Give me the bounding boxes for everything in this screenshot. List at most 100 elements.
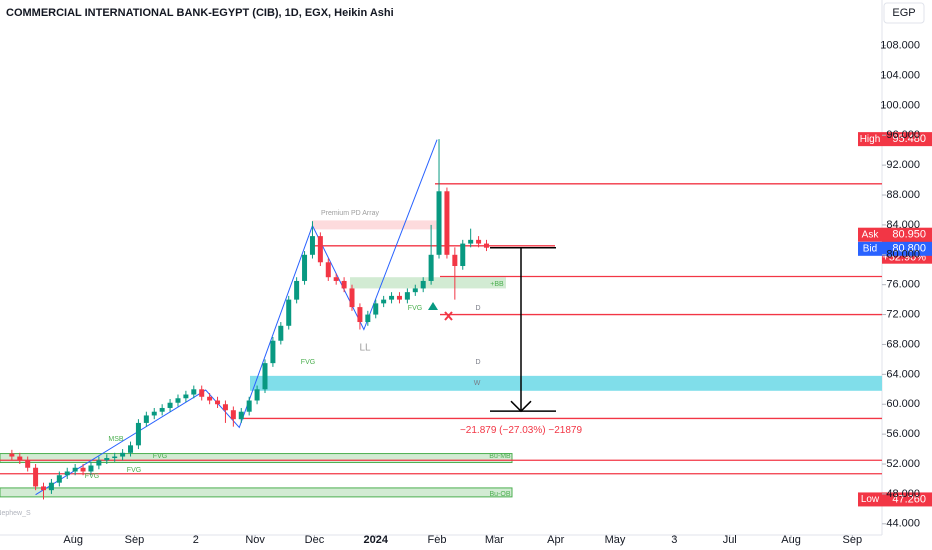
x-tick-label: Jul bbox=[723, 534, 737, 546]
candle-body bbox=[112, 456, 118, 459]
candle-body bbox=[96, 460, 102, 466]
candle-body bbox=[452, 254, 458, 267]
y-tick-label: 92.000 bbox=[886, 159, 920, 171]
candle-body bbox=[404, 292, 410, 300]
y-tick-label: 60.000 bbox=[886, 398, 920, 410]
candle-body bbox=[254, 389, 260, 401]
annotation: D bbox=[475, 305, 480, 312]
candle-body bbox=[80, 467, 86, 472]
price-value: 95.480 bbox=[892, 133, 926, 145]
y-tick-label: 76.000 bbox=[886, 279, 920, 291]
candle-body bbox=[428, 254, 434, 281]
candle-body bbox=[349, 288, 355, 308]
zone bbox=[250, 375, 882, 391]
x-tick-label: Sep bbox=[843, 534, 863, 546]
candle-body bbox=[120, 452, 126, 457]
x-tick-label: 3 bbox=[671, 534, 677, 546]
candle-body bbox=[444, 191, 450, 255]
candle-body bbox=[9, 453, 15, 457]
annotation: FVG bbox=[301, 359, 315, 366]
candle-body bbox=[41, 486, 47, 491]
price-name-badge bbox=[858, 227, 882, 242]
x-tick-label: Aug bbox=[63, 534, 83, 546]
annotation: D bbox=[475, 359, 480, 366]
measure-label: −21.879 (−27.03%) −21879 bbox=[460, 425, 582, 436]
candle-body bbox=[88, 465, 94, 472]
candle-body bbox=[436, 191, 442, 255]
candle-body bbox=[64, 471, 70, 476]
candle-body bbox=[278, 325, 284, 341]
y-tick-label: 72.000 bbox=[886, 308, 920, 320]
annotation: W bbox=[474, 380, 481, 387]
price-name: Low bbox=[861, 494, 880, 505]
candle-body bbox=[365, 314, 371, 323]
price-badge bbox=[882, 492, 932, 507]
candle-body bbox=[357, 307, 363, 323]
price-badge bbox=[882, 132, 932, 147]
candle-body bbox=[104, 458, 110, 461]
x-tick-label: May bbox=[605, 534, 626, 546]
y-tick-label: 84.000 bbox=[886, 219, 920, 231]
chart-title: COMMERCIAL INTERNATIONAL BANK-EGYPT (CIB… bbox=[6, 7, 394, 19]
candle-body bbox=[159, 407, 165, 412]
x-tick-label: Mar bbox=[485, 534, 504, 546]
candle-body bbox=[412, 288, 418, 293]
y-tick-label: 100.000 bbox=[880, 99, 920, 111]
price-value: 80.950 bbox=[892, 229, 926, 241]
candle-body bbox=[48, 482, 54, 491]
candle-body bbox=[286, 299, 292, 326]
candle-body bbox=[17, 456, 23, 461]
candle-body bbox=[72, 467, 78, 472]
y-tick-label: 108.000 bbox=[880, 39, 920, 51]
candle-body bbox=[128, 445, 134, 453]
candle-body bbox=[270, 340, 276, 364]
x-tick-label: Dec bbox=[305, 534, 325, 546]
triangle-marker bbox=[428, 302, 438, 310]
y-tick-label: 104.000 bbox=[880, 69, 920, 81]
candle-body bbox=[183, 394, 189, 399]
currency[interactable]: EGP bbox=[892, 7, 915, 19]
candle-body bbox=[420, 280, 426, 289]
candle-body bbox=[476, 239, 482, 244]
price-value: 80.800 bbox=[892, 243, 926, 255]
x-tick-label: Aug bbox=[781, 534, 801, 546]
candle-body bbox=[167, 402, 173, 408]
candle-body bbox=[56, 475, 62, 483]
zone bbox=[350, 277, 506, 289]
candle-body bbox=[309, 236, 315, 255]
candle-body bbox=[373, 303, 379, 315]
candle-body bbox=[143, 415, 149, 423]
y-tick-label: 52.000 bbox=[886, 458, 920, 470]
zone bbox=[0, 487, 513, 498]
candle-body bbox=[33, 467, 39, 487]
candle-body bbox=[262, 363, 268, 390]
candle-body bbox=[25, 460, 31, 468]
candle-body bbox=[333, 277, 339, 281]
y-tick-label: 64.000 bbox=[886, 368, 920, 380]
candle-body bbox=[215, 400, 221, 405]
candle-body bbox=[483, 243, 489, 248]
zone bbox=[312, 220, 440, 230]
price-value: 47.260 bbox=[892, 493, 926, 505]
price-badge bbox=[882, 241, 932, 256]
x-tick-label: Nov bbox=[245, 534, 265, 546]
y-tick-label: 56.000 bbox=[886, 428, 920, 440]
candle-body bbox=[135, 422, 141, 446]
x-marker bbox=[444, 311, 453, 321]
x-tick-label: Apr bbox=[547, 534, 564, 546]
price-name-badge bbox=[858, 132, 882, 147]
candle-body bbox=[222, 404, 228, 411]
currency-button[interactable] bbox=[883, 2, 925, 24]
candle-body bbox=[294, 280, 300, 300]
candle-body bbox=[207, 396, 213, 401]
annotation: +BB bbox=[490, 281, 504, 288]
candle-body bbox=[302, 254, 308, 281]
plot: Premium PD Array LL MSB FVG FVG FVG FVG FVG +BB D… bbox=[0, 132, 932, 517]
price-name: Ask bbox=[862, 229, 880, 240]
x-tick-label: Sep bbox=[125, 534, 145, 546]
candle-body bbox=[460, 243, 466, 267]
annotation: Bu-OB bbox=[489, 491, 510, 498]
price-name: Bid bbox=[863, 243, 877, 254]
